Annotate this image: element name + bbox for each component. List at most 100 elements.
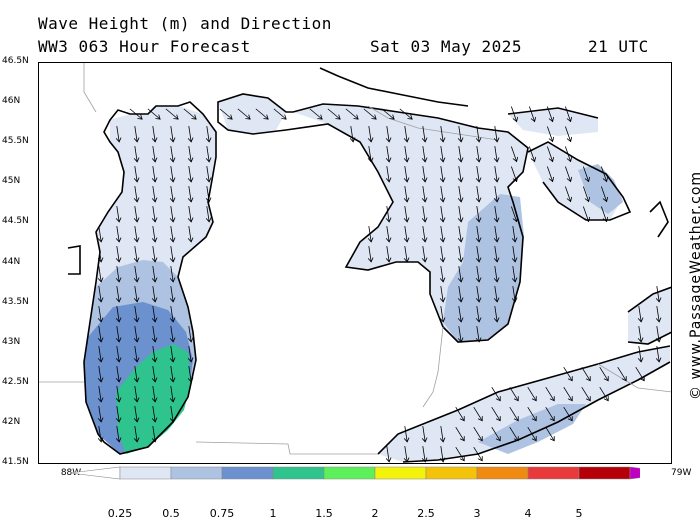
wave-arrow xyxy=(115,266,122,283)
wave-arrow xyxy=(439,146,446,163)
wave-arrow xyxy=(563,367,573,382)
wave-arrow xyxy=(115,306,122,323)
latitude-label: 42.5N xyxy=(2,376,29,387)
wave-arrow xyxy=(133,286,140,303)
legend-label: 2 xyxy=(371,507,379,520)
wave-arrow xyxy=(527,427,537,442)
wave-arrow xyxy=(151,386,158,403)
wave-arrow xyxy=(169,186,176,203)
wave-arrow xyxy=(133,406,140,423)
legend-swatch xyxy=(272,466,325,480)
wave-arrow xyxy=(133,146,140,163)
wave-arrow xyxy=(399,108,413,120)
wave-arrow xyxy=(475,166,482,183)
wave-arrow xyxy=(151,226,158,243)
wave-arrow xyxy=(439,206,446,223)
legend-swatch xyxy=(425,466,478,480)
wave-arrow xyxy=(115,326,122,343)
wave-arrow xyxy=(600,186,609,203)
wave-arrow xyxy=(169,286,176,303)
wave-arrow xyxy=(564,186,573,203)
wave-arrow xyxy=(600,166,609,183)
wave-arrow xyxy=(97,326,104,343)
wave-arrow xyxy=(187,126,194,143)
wave-arrow xyxy=(564,106,573,123)
legend-label: 1 xyxy=(269,507,277,520)
wave-arrow xyxy=(493,286,500,303)
wave-direction-arrows xyxy=(97,106,662,463)
wave-arrow xyxy=(151,306,158,323)
wave-arrow xyxy=(151,426,158,443)
wave-arrow xyxy=(491,407,501,422)
wave-arrow xyxy=(599,387,609,402)
wave-arrow xyxy=(493,226,500,243)
wave-arrow xyxy=(151,206,158,223)
latitude-label: 43.5N xyxy=(2,296,29,307)
wave-arrow xyxy=(545,387,555,402)
wave-arrow xyxy=(510,206,519,223)
wave-arrow xyxy=(457,286,464,303)
wave-arrow xyxy=(385,146,392,163)
wave-arrow xyxy=(403,426,410,443)
wave-arrow xyxy=(385,206,392,223)
wave-arrow xyxy=(439,226,446,243)
wave-arrow xyxy=(97,286,104,303)
wave-arrow xyxy=(187,346,194,363)
wave-arrow xyxy=(187,186,194,203)
wave-arrow xyxy=(473,407,483,422)
legend-underflow xyxy=(69,466,121,480)
wave-arrow xyxy=(403,126,410,143)
wave-arrow xyxy=(457,266,464,283)
wave-arrow xyxy=(169,306,176,323)
wave-arrow xyxy=(183,108,197,120)
forecast-time: 21 UTC xyxy=(588,37,649,56)
wave-arrow xyxy=(582,206,591,223)
wave-arrow xyxy=(600,206,609,223)
wave-arrow xyxy=(133,326,140,343)
wave-arrow xyxy=(511,266,518,283)
wave-arrow xyxy=(367,246,374,263)
wave-arrow xyxy=(367,146,374,163)
wave-arrow xyxy=(169,346,176,363)
wave-arrow xyxy=(169,206,176,223)
wave-arrow xyxy=(205,126,212,143)
wave-arrow xyxy=(475,146,482,163)
wave-arrow xyxy=(509,407,519,422)
wave-arrow xyxy=(169,406,176,423)
wave-arrow xyxy=(527,407,537,422)
wave-arrow xyxy=(421,446,428,463)
wave-arrow xyxy=(385,126,392,143)
wave-arrow xyxy=(546,146,555,163)
wave-arrow xyxy=(511,226,518,243)
wave-arrow xyxy=(133,346,140,363)
wave-arrow xyxy=(205,206,212,223)
legend-swatch xyxy=(221,466,274,480)
wave-arrow xyxy=(457,206,464,223)
legend-label: 2.5 xyxy=(417,507,435,520)
wave-arrow xyxy=(439,266,446,283)
legend-swatch xyxy=(578,466,631,480)
political-borders xyxy=(38,62,672,455)
wave-arrow xyxy=(655,286,662,303)
wave-arrow xyxy=(381,108,395,120)
legend-label: 0.75 xyxy=(209,507,235,520)
wave-arrow xyxy=(564,146,573,163)
wave-height-legend xyxy=(69,466,640,480)
wave-arrow xyxy=(473,447,483,462)
wave-arrow xyxy=(133,426,140,443)
wave-arrow xyxy=(493,126,500,143)
legend-label: 5 xyxy=(575,507,583,520)
wave-arrow xyxy=(133,186,140,203)
wave-arrow xyxy=(457,226,464,243)
wave-arrow xyxy=(115,346,122,363)
wave-arrow xyxy=(187,146,194,163)
wave-arrow xyxy=(385,446,392,463)
wave-arrow xyxy=(475,226,482,243)
wave-arrow xyxy=(493,166,500,183)
wave-arrow xyxy=(403,206,410,223)
wave-arrow xyxy=(169,226,176,243)
wave-arrow xyxy=(439,166,446,183)
wave-arrow xyxy=(169,126,176,143)
wave-arrow xyxy=(581,367,591,382)
wave-arrow xyxy=(491,427,501,442)
